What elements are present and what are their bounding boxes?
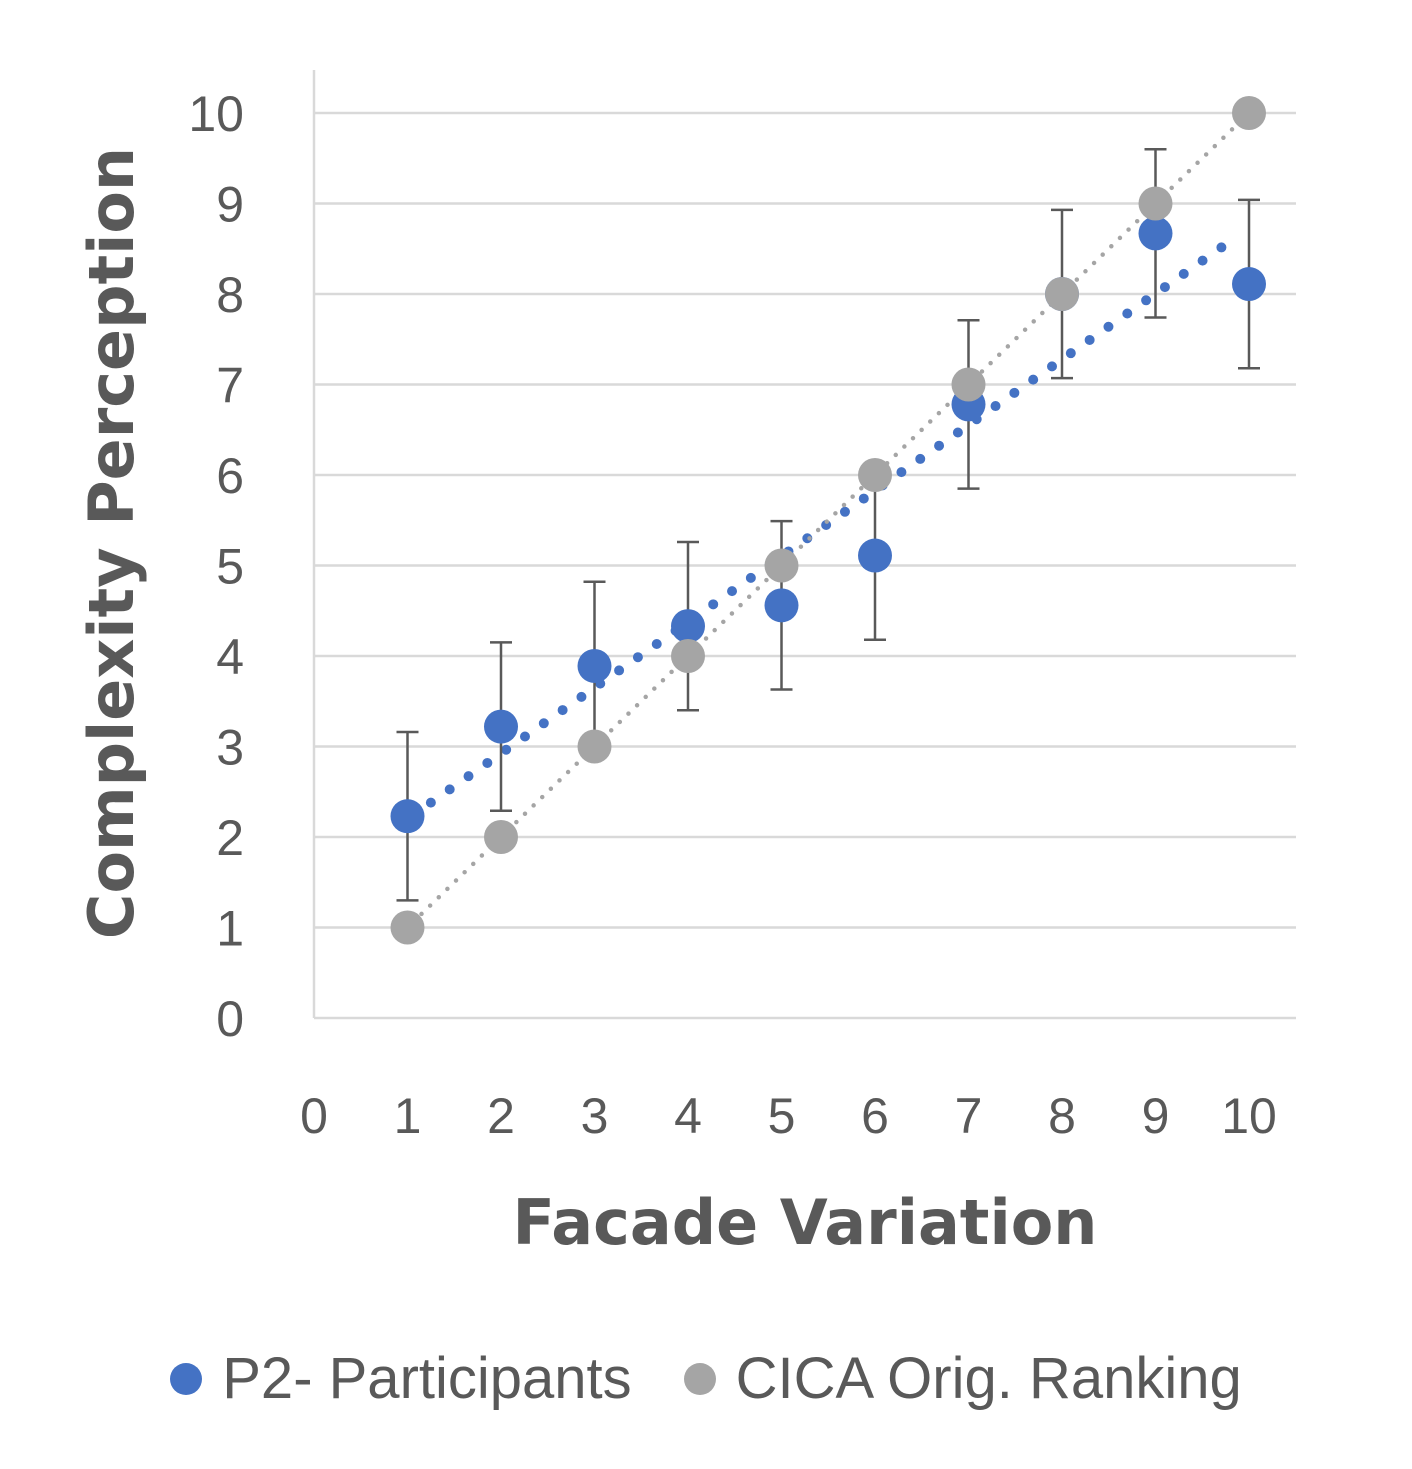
y-tick-label: 1 [216,901,244,957]
x-tick-label: 1 [394,1088,422,1144]
y-tick-label: 8 [216,267,244,323]
y-tick-label: 3 [216,720,244,776]
legend-marker-cica [683,1362,716,1395]
y-tick-label: 2 [216,810,244,866]
y-tick-label: 6 [216,448,244,504]
legend-item-participants: P2- Participants [170,1345,632,1412]
y-tick-label: 0 [216,991,244,1047]
trendlines [419,124,1240,917]
data-point-cica [671,639,705,673]
x-tick-label: 4 [674,1088,702,1144]
data-points [390,96,1266,945]
y-tick-label: 4 [216,629,244,685]
data-point-participants [671,609,705,644]
trendline-cica [419,124,1238,917]
x-axis-title: Facade Variation [513,1186,1098,1259]
data-point-cica [764,548,799,583]
data-point-cica [858,458,892,492]
tick-labels: 0 1 2 3 4 5 6 7 8 9 10 0 1 2 3 4 5 6 7 8 9 10 [188,86,1276,1144]
x-tick-label: 5 [768,1088,796,1144]
data-point-participants [484,709,518,744]
data-point-cica [1045,277,1079,311]
data-point-participants [1138,216,1173,251]
data-point-cica [390,910,425,945]
y-axis-title: Complexity Perception [75,147,148,939]
x-tick-label: 8 [1048,1088,1076,1144]
legend-marker-participants [170,1362,203,1395]
legend-item-cica: CICA Orig. Ranking [683,1345,1242,1412]
data-point-participants [858,538,892,573]
legend-label-participants: P2- Participants [222,1346,632,1411]
x-tick-label: 7 [955,1088,983,1144]
data-point-participants [577,648,612,683]
x-tick-label: 6 [861,1088,889,1144]
y-tick-label: 7 [216,358,244,414]
x-tick-label: 3 [581,1088,609,1144]
data-point-cica [484,820,518,854]
y-tick-label: 5 [216,539,244,595]
y-tick-label: 10 [188,86,244,142]
axes [312,70,1296,1020]
gridlines [314,111,1296,929]
x-tick-label: 0 [300,1088,328,1144]
data-point-cica [1138,186,1173,221]
x-tick-label: 10 [1221,1088,1277,1144]
y-tick-label: 9 [216,177,244,233]
legend-label-cica: CICA Orig. Ranking [735,1346,1242,1411]
data-point-cica [951,367,986,402]
x-tick-label: 9 [1142,1088,1170,1144]
data-point-participants [1232,267,1266,302]
data-point-participants [390,799,425,834]
legend: P2- Participants CICA Orig. Ranking [0,1345,1412,1412]
data-point-participants [764,588,799,623]
data-point-cica [1232,96,1266,130]
x-tick-label: 2 [487,1088,515,1144]
trendline-participants [425,232,1240,808]
data-point-cica [577,729,612,764]
